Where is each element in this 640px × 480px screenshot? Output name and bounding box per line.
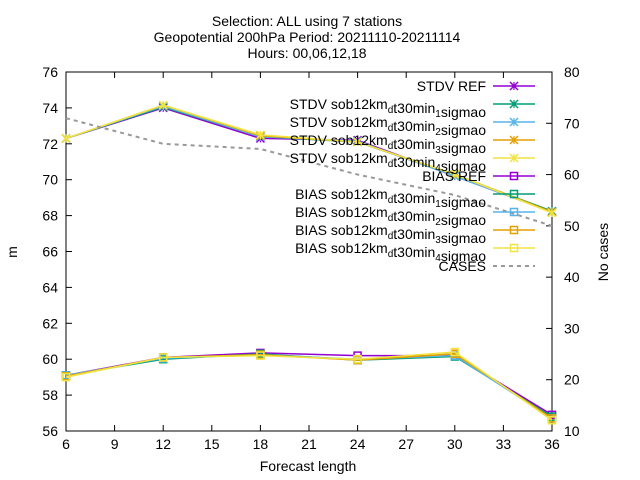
data-point xyxy=(509,99,519,109)
series-5 xyxy=(61,348,557,420)
data-point xyxy=(255,130,265,140)
legend-label: BIAS sob12kmdt30min1sigmao xyxy=(295,186,486,210)
legend-entry: BIAS REF xyxy=(422,168,535,184)
legend-label: BIAS REF xyxy=(422,168,486,184)
data-point xyxy=(158,353,168,362)
legend-entry: STDV sob12kmdt30min3sigmao xyxy=(290,132,535,156)
legend-entry: STDV sob12kmdt30min1sigmao xyxy=(290,96,535,120)
y-tick-label: 66 xyxy=(42,244,58,260)
data-point xyxy=(547,415,557,425)
series-layer xyxy=(61,100,557,425)
data-point xyxy=(509,153,519,163)
legend-entry: BIAS sob12kmdt30min2sigmao xyxy=(295,204,535,228)
data-point xyxy=(353,354,362,364)
y2-tick-label: 50 xyxy=(564,218,580,234)
data-point xyxy=(547,208,557,218)
data-point xyxy=(509,135,519,145)
legend-entry: CASES xyxy=(439,258,535,274)
series-8 xyxy=(61,349,557,423)
title-line-1: Selection: ALL using 7 stations xyxy=(212,13,402,29)
y-tick-label: 64 xyxy=(42,279,58,295)
data-point xyxy=(509,207,519,217)
legend-entry: STDV REF xyxy=(417,78,535,94)
series-line xyxy=(65,353,553,420)
legend-label: STDV sob12kmdt30min4sigmao xyxy=(290,150,487,174)
y-tick-label: 72 xyxy=(42,136,58,152)
legend-label: STDV sob12kmdt30min1sigmao xyxy=(290,96,487,120)
data-point xyxy=(158,100,168,110)
x-tick-label: 18 xyxy=(253,436,269,452)
title-line-3: Hours: 00,06,12,18 xyxy=(247,45,366,61)
x-axis-label: Forecast length xyxy=(260,458,357,474)
legend-entry: BIAS sob12kmdt30min1sigmao xyxy=(295,186,535,210)
y-axis-label: m xyxy=(4,246,20,258)
data-point xyxy=(256,351,265,360)
y2-tick-label: 20 xyxy=(564,372,580,388)
y-tick-label: 74 xyxy=(42,100,58,116)
legend-label: CASES xyxy=(439,258,486,274)
y-tick-label: 56 xyxy=(42,423,58,439)
y2-tick-label: 10 xyxy=(564,423,580,439)
legend-label: STDV sob12kmdt30min2sigmao xyxy=(290,114,487,138)
legend-entry: STDV sob12kmdt30min4sigmao xyxy=(290,150,535,174)
data-point xyxy=(353,137,363,147)
series-4 xyxy=(61,100,557,218)
legend-entry: STDV sob12kmdt30min2sigmao xyxy=(290,114,535,138)
data-point xyxy=(61,133,71,143)
series-line xyxy=(65,117,553,227)
y2-tick-label: 30 xyxy=(564,320,580,336)
data-point xyxy=(509,243,519,253)
series-10 xyxy=(65,117,553,227)
y2-axis-label: No cases xyxy=(595,223,611,281)
y2-tick-label: 70 xyxy=(564,115,580,131)
series-6 xyxy=(61,349,557,421)
x-tick-label: 6 xyxy=(62,436,70,452)
legend-entry: BIAS sob12kmdt30min3sigmao xyxy=(295,222,535,246)
y-tick-label: 60 xyxy=(42,351,58,367)
y-tick-label: 70 xyxy=(42,172,58,188)
legend-label: BIAS sob12kmdt30min3sigmao xyxy=(295,222,486,246)
data-point xyxy=(509,189,519,199)
x-tick-label: 33 xyxy=(496,436,512,452)
data-point xyxy=(509,117,519,127)
data-point xyxy=(450,347,460,357)
series-9 xyxy=(61,347,557,425)
x-tick-label: 36 xyxy=(544,436,560,452)
y2-tick-label: 40 xyxy=(564,269,580,285)
axes: 6 9 12 15 18 21 24 27 30 33 36 56 58 60 62 64 66 68 70 72 74… xyxy=(42,64,579,452)
y-tick-label: 76 xyxy=(42,64,58,80)
legend-entry: BIAS sob12kmdt30min4sigmao xyxy=(295,240,535,264)
y-tick-label: 58 xyxy=(42,387,58,403)
y-tick-label: 68 xyxy=(42,208,58,224)
title-line-2: Geopotential 200hPa Period: 20211110-202… xyxy=(154,29,461,45)
x-tick-label: 27 xyxy=(398,436,414,452)
y-tick-label: 62 xyxy=(42,315,58,331)
x-tick-label: 9 xyxy=(111,436,119,452)
legend-label: BIAS sob12kmdt30min4sigmao xyxy=(295,240,486,264)
y2-tick-label: 80 xyxy=(564,64,580,80)
y2-tick-label: 60 xyxy=(564,167,580,183)
data-point xyxy=(509,81,519,91)
data-point xyxy=(61,372,71,382)
chart-title: Selection: ALL using 7 stations Geopoten… xyxy=(154,13,461,61)
legend-label: STDV REF xyxy=(417,78,486,94)
x-tick-label: 24 xyxy=(350,436,366,452)
x-tick-label: 21 xyxy=(301,436,317,452)
x-tick-label: 12 xyxy=(155,436,171,452)
data-point xyxy=(509,171,519,181)
x-tick-label: 15 xyxy=(204,436,220,452)
legend-label: STDV sob12kmdt30min3sigmao xyxy=(290,132,487,156)
data-point xyxy=(450,169,460,179)
series-line xyxy=(65,351,553,421)
legend-label: BIAS sob12kmdt30min2sigmao xyxy=(295,204,486,228)
series-line xyxy=(65,104,553,214)
data-point xyxy=(509,225,519,235)
x-tick-label: 30 xyxy=(447,436,463,452)
